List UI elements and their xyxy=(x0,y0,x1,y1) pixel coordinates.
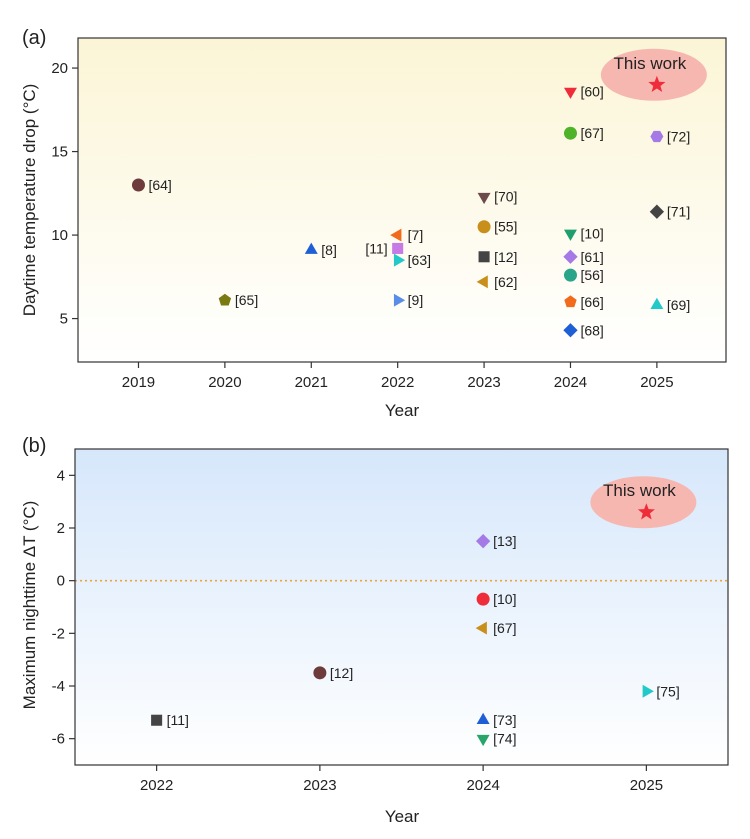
y-tick-label: 0 xyxy=(57,573,65,590)
data-point-label: [74] xyxy=(493,731,516,747)
data-point-label: [65] xyxy=(235,292,258,308)
data-point-diamond xyxy=(563,323,578,338)
y-axis-title: Daytime temperature drop (°C) xyxy=(20,84,39,317)
panel-label: (b) xyxy=(22,435,46,457)
data-point-triangle-left xyxy=(476,275,488,289)
data-point-triangle-left xyxy=(390,228,402,242)
data-point-label: [63] xyxy=(408,252,431,268)
panel-daytime-temperature-drop: 2019 2020 2021 2022 2023 2024 2025 5 10 15 20 [64] [… xyxy=(20,27,727,420)
y-tick-label: -4 xyxy=(52,678,65,695)
data-point-label: [72] xyxy=(667,129,690,145)
data-point-label: [70] xyxy=(494,189,517,205)
data-point-triangle-down xyxy=(564,87,577,99)
x-axis-title: Year xyxy=(385,401,420,420)
data-point-label: [55] xyxy=(494,219,517,235)
y-tick-label: -6 xyxy=(52,731,65,748)
x-tick-label: 2022 xyxy=(140,777,173,794)
y-tick-label: 15 xyxy=(51,144,68,161)
data-point-label: [11] xyxy=(365,240,387,256)
data-point-label: [68] xyxy=(580,322,603,338)
data-point-diamond xyxy=(475,534,491,549)
x-tick-label: 2025 xyxy=(630,777,663,794)
data-point-pentagon xyxy=(564,295,577,308)
data-point-diamond xyxy=(649,204,665,219)
data-point-label: [8] xyxy=(321,242,337,258)
highlight-label: This work xyxy=(614,54,687,73)
data-point-label: [9] xyxy=(408,292,424,308)
data-point-circle xyxy=(131,178,145,192)
data-point-triangle-down xyxy=(477,192,491,205)
data-point-label: [75] xyxy=(656,683,679,699)
y-tick-label: 2 xyxy=(57,520,65,537)
y-tick-label: 10 xyxy=(51,227,68,244)
data-point-label: [71] xyxy=(667,204,690,220)
data-point-triangle-up xyxy=(650,297,664,309)
y-tick-label: 20 xyxy=(51,60,68,77)
x-tick-label: 2024 xyxy=(466,777,499,794)
y-axis-title: Maximum nighttime ΔT (°C) xyxy=(20,501,39,710)
data-point-label: [61] xyxy=(580,249,603,265)
data-point-label: [12] xyxy=(494,249,517,265)
highlight-star-marker xyxy=(648,75,666,93)
data-point-label: [67] xyxy=(493,620,516,636)
highlight-star-marker xyxy=(637,503,655,520)
panel-label: (a) xyxy=(22,27,46,49)
data-point-label: [62] xyxy=(494,274,517,290)
data-point-triangle-right xyxy=(393,253,406,267)
data-point-triangle-right xyxy=(393,293,406,307)
data-point-circle xyxy=(476,592,490,606)
x-tick-label: 2025 xyxy=(640,374,673,391)
data-point-triangle-down xyxy=(476,734,490,747)
data-point-circle xyxy=(477,220,491,234)
x-tick-label: 2020 xyxy=(208,374,241,391)
data-point-hexagon xyxy=(650,130,664,143)
highlight-bubble xyxy=(600,48,707,101)
x-tick-label: 2023 xyxy=(467,374,500,391)
data-point-label: [64] xyxy=(148,177,171,193)
data-point-triangle-up xyxy=(304,242,318,254)
data-point-square xyxy=(392,242,404,254)
highlight-bubble xyxy=(590,476,697,529)
data-point-label: [67] xyxy=(580,125,603,141)
data-point-square xyxy=(478,251,490,263)
data-point-label: [66] xyxy=(580,294,603,310)
data-point-label: [7] xyxy=(408,227,424,243)
data-point-label: [11] xyxy=(167,712,189,728)
panel-nighttime-delta-t: 2022 2023 2024 2025 -6 -4 -2 0 2 4 [11] [12] [13] [10… xyxy=(20,435,729,826)
data-point-label: [12] xyxy=(330,665,353,681)
plot-area-frame xyxy=(77,37,727,363)
y-tick-label: -2 xyxy=(52,625,65,642)
x-tick-label: 2022 xyxy=(381,374,414,391)
data-point-label: [69] xyxy=(667,297,690,313)
data-point-label: [73] xyxy=(493,712,516,728)
plot-area-frame xyxy=(74,448,729,766)
data-point-triangle-left xyxy=(475,621,487,635)
data-point-circle xyxy=(563,268,577,282)
data-point-label: [60] xyxy=(580,83,603,99)
data-point-triangle-down xyxy=(564,229,577,241)
data-point-label: [13] xyxy=(493,533,516,549)
data-point-triangle-up xyxy=(476,712,490,724)
data-point-circle xyxy=(563,126,577,140)
x-axis-title: Year xyxy=(385,807,420,826)
highlight-label: This work xyxy=(603,481,676,500)
data-point-diamond xyxy=(563,249,578,264)
data-point-label: [10] xyxy=(493,591,516,607)
data-point-pentagon xyxy=(218,293,232,306)
data-point-circle xyxy=(313,666,327,680)
x-tick-label: 2019 xyxy=(122,374,155,391)
data-point-label: [56] xyxy=(580,267,603,283)
y-tick-label: 5 xyxy=(60,311,68,328)
data-point-square xyxy=(151,714,163,726)
data-point-triangle-right xyxy=(642,684,654,698)
x-tick-label: 2021 xyxy=(295,374,328,391)
data-point-label: [10] xyxy=(580,225,603,241)
x-tick-label: 2024 xyxy=(554,374,587,391)
y-tick-label: 4 xyxy=(57,467,65,484)
x-tick-label: 2023 xyxy=(303,777,336,794)
